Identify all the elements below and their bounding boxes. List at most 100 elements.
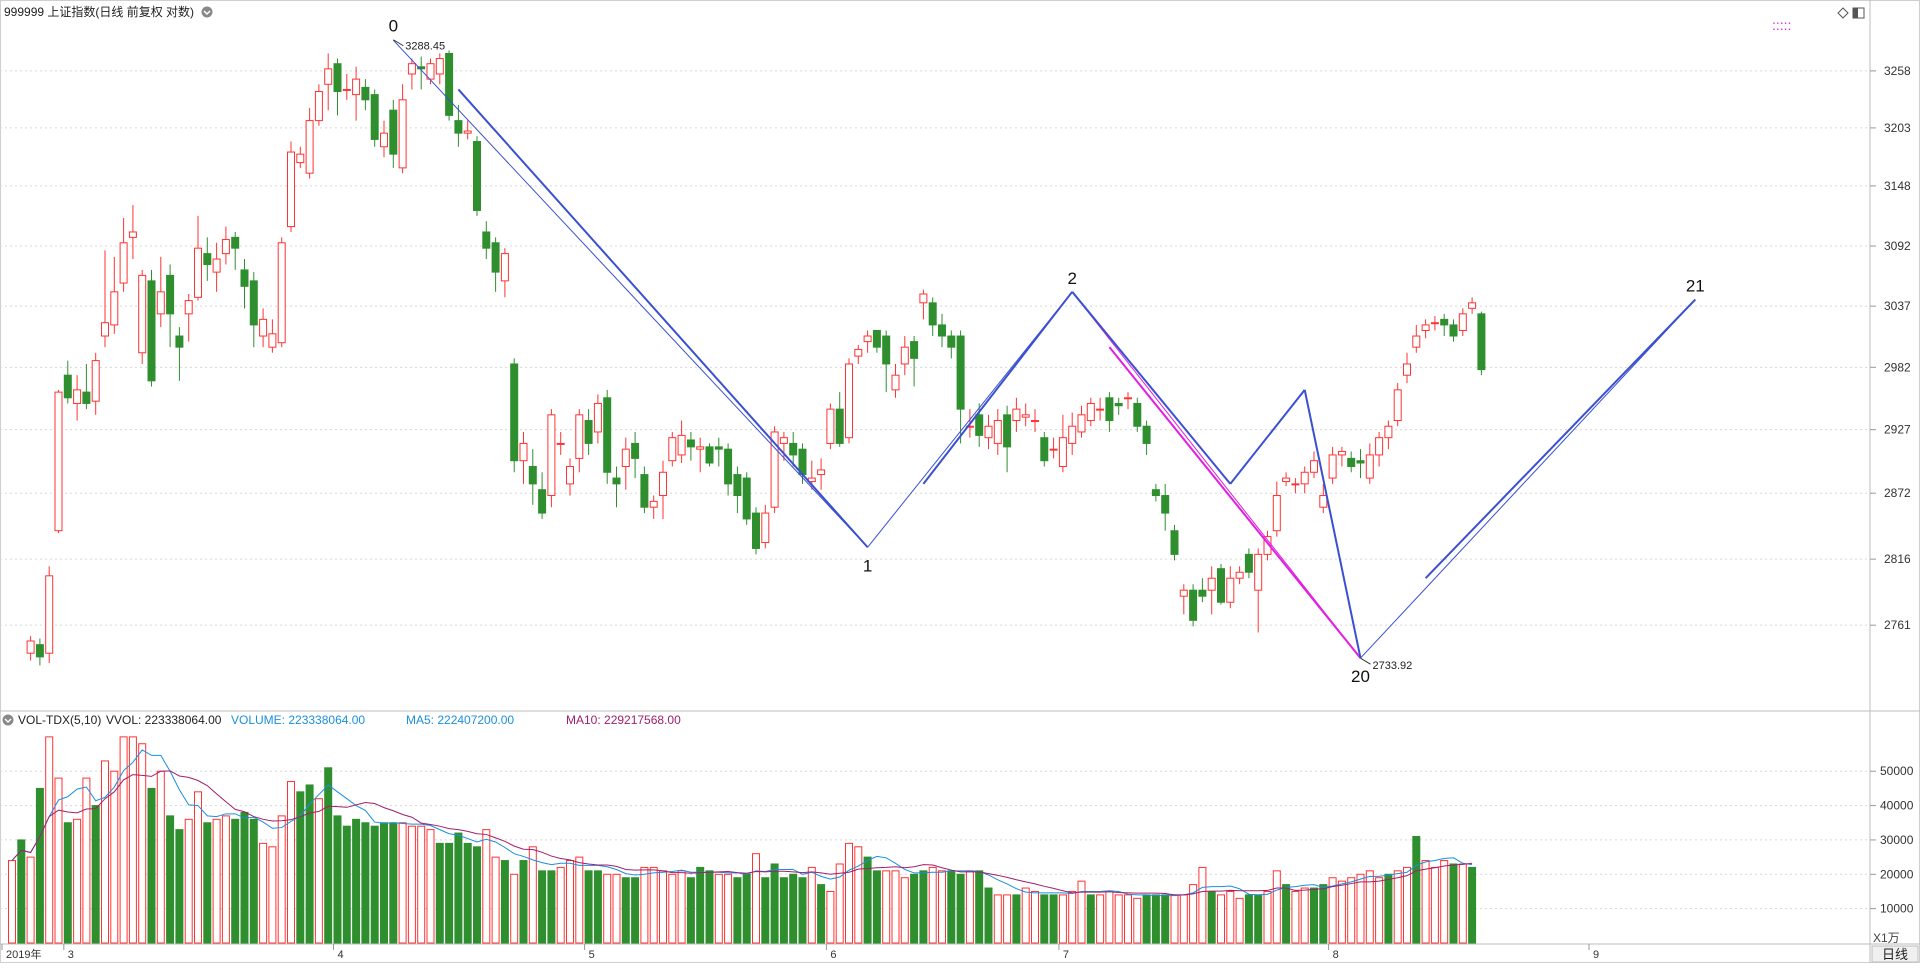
volume-bar-up	[110, 770, 119, 944]
volume-bar-up	[26, 856, 35, 944]
candle-body-down	[240, 269, 249, 287]
candle-body-down	[640, 474, 649, 508]
candle-body-up	[1328, 454, 1337, 479]
volume-bar-down	[919, 870, 928, 944]
volume-bar-up	[1403, 866, 1411, 944]
volume-bar-up	[482, 829, 491, 944]
volume-bar-up	[277, 815, 286, 944]
candle-body-up	[1207, 577, 1216, 591]
candle-body-up	[1272, 495, 1281, 532]
candle-body-up	[426, 63, 435, 80]
volume-bar-up	[1170, 894, 1179, 944]
volume-bars	[8, 736, 1477, 944]
volume-bar-up	[1347, 877, 1356, 944]
price-tick-label: 2927	[1884, 423, 1911, 437]
diamond-icon[interactable]	[1837, 7, 1849, 19]
candle-body-up	[891, 374, 900, 391]
candle-body-down	[333, 63, 342, 93]
volume-bar-up	[845, 842, 853, 944]
candle-body-up	[668, 437, 677, 462]
volume-bar-up	[1291, 890, 1300, 944]
volume-bar-down	[1319, 884, 1328, 944]
vvol-value: VVOL: 223338064.00	[106, 713, 222, 727]
volume-bar-up	[714, 873, 723, 944]
title-dropdown-icon[interactable]	[201, 6, 213, 18]
volume-bar-down	[1254, 894, 1263, 944]
volume-bar-down	[1012, 894, 1021, 944]
candle-body-up	[1226, 577, 1235, 603]
volume-bar-down	[584, 870, 593, 944]
volume-bar-up	[54, 777, 63, 944]
candle-body-down	[631, 442, 640, 459]
candle-body-down	[1440, 318, 1449, 326]
candle-body-up	[73, 389, 82, 404]
volume-bar-up	[1105, 890, 1114, 944]
volume-bar-up	[1375, 877, 1384, 944]
candle-body-down	[612, 477, 621, 485]
volume-bar-down	[1161, 894, 1170, 944]
volume-bar-up	[928, 866, 937, 944]
period-button-label: 日线	[1882, 947, 1908, 962]
volume-bar-up	[612, 873, 621, 944]
candle-body-down	[445, 52, 454, 116]
candle-body-up	[1254, 553, 1263, 591]
x-month-label: 4	[338, 949, 344, 961]
candle-body-down	[63, 374, 72, 399]
candle-body-down	[1477, 313, 1486, 371]
candle-body-down	[1189, 589, 1198, 621]
candle-body-up	[54, 391, 63, 532]
volume-bar-up	[1430, 866, 1439, 944]
candle-body-down	[1170, 530, 1179, 555]
panel-toggle-icon[interactable]	[1852, 7, 1865, 19]
wave-line	[1229, 389, 1306, 485]
volume-bar-up	[556, 866, 565, 944]
wave-label: 1	[863, 556, 872, 575]
price-tick-label: 3258	[1884, 64, 1911, 78]
annotation-pointer	[393, 39, 404, 47]
candle-body-up	[380, 132, 388, 148]
candle-body-down	[1151, 489, 1160, 497]
volume-bar-up	[398, 822, 407, 944]
volume-bar-down	[947, 870, 956, 944]
candle-body-down	[742, 477, 751, 520]
candle-body-up	[1235, 571, 1244, 579]
candle-body-up	[221, 239, 230, 255]
x-month-label: 8	[1333, 949, 1339, 961]
candle-body-down	[166, 274, 175, 315]
volume-bar-down	[305, 784, 314, 944]
volume-bar-up	[566, 860, 574, 944]
volume-bar-up	[1421, 860, 1430, 944]
candle-body-up	[659, 471, 667, 497]
candle-body-down	[1142, 425, 1151, 444]
candle-body-up	[268, 333, 277, 348]
wave-label: 2	[1067, 269, 1076, 288]
candle-body-up	[296, 153, 305, 164]
volume-bar-down	[231, 818, 240, 944]
candle-body-up	[45, 575, 54, 654]
volume-bar-up	[575, 856, 584, 944]
volume-bar-up	[1096, 894, 1105, 944]
volume-bar-up	[1328, 877, 1337, 944]
volume-dropdown-icon[interactable]	[2, 714, 14, 726]
candle-body-up	[1068, 425, 1077, 444]
volume-bar-up	[268, 846, 277, 944]
candle-body-down	[417, 66, 426, 70]
price-tick-label: 2872	[1884, 486, 1911, 500]
volume-tick-label: 20000	[1880, 867, 1914, 881]
period-button[interactable]: 日线	[1871, 945, 1919, 963]
candle-body-up	[547, 414, 556, 497]
volume-bar-up	[938, 870, 946, 944]
candle-body-up	[863, 335, 872, 343]
candle-body-down	[473, 141, 481, 211]
candle-body-down	[975, 414, 984, 436]
wave-line	[922, 291, 1073, 485]
low-annotation: 2733.92	[1373, 660, 1413, 672]
candle-body-up	[119, 242, 128, 284]
candle-body-up	[26, 640, 35, 654]
candle-body-down	[714, 446, 723, 450]
candle-body-up	[101, 322, 109, 337]
volume-bar-up	[882, 870, 891, 944]
candle-body-down	[203, 253, 212, 265]
volume-bar-down	[910, 873, 919, 944]
volume-bar-up	[417, 825, 426, 944]
